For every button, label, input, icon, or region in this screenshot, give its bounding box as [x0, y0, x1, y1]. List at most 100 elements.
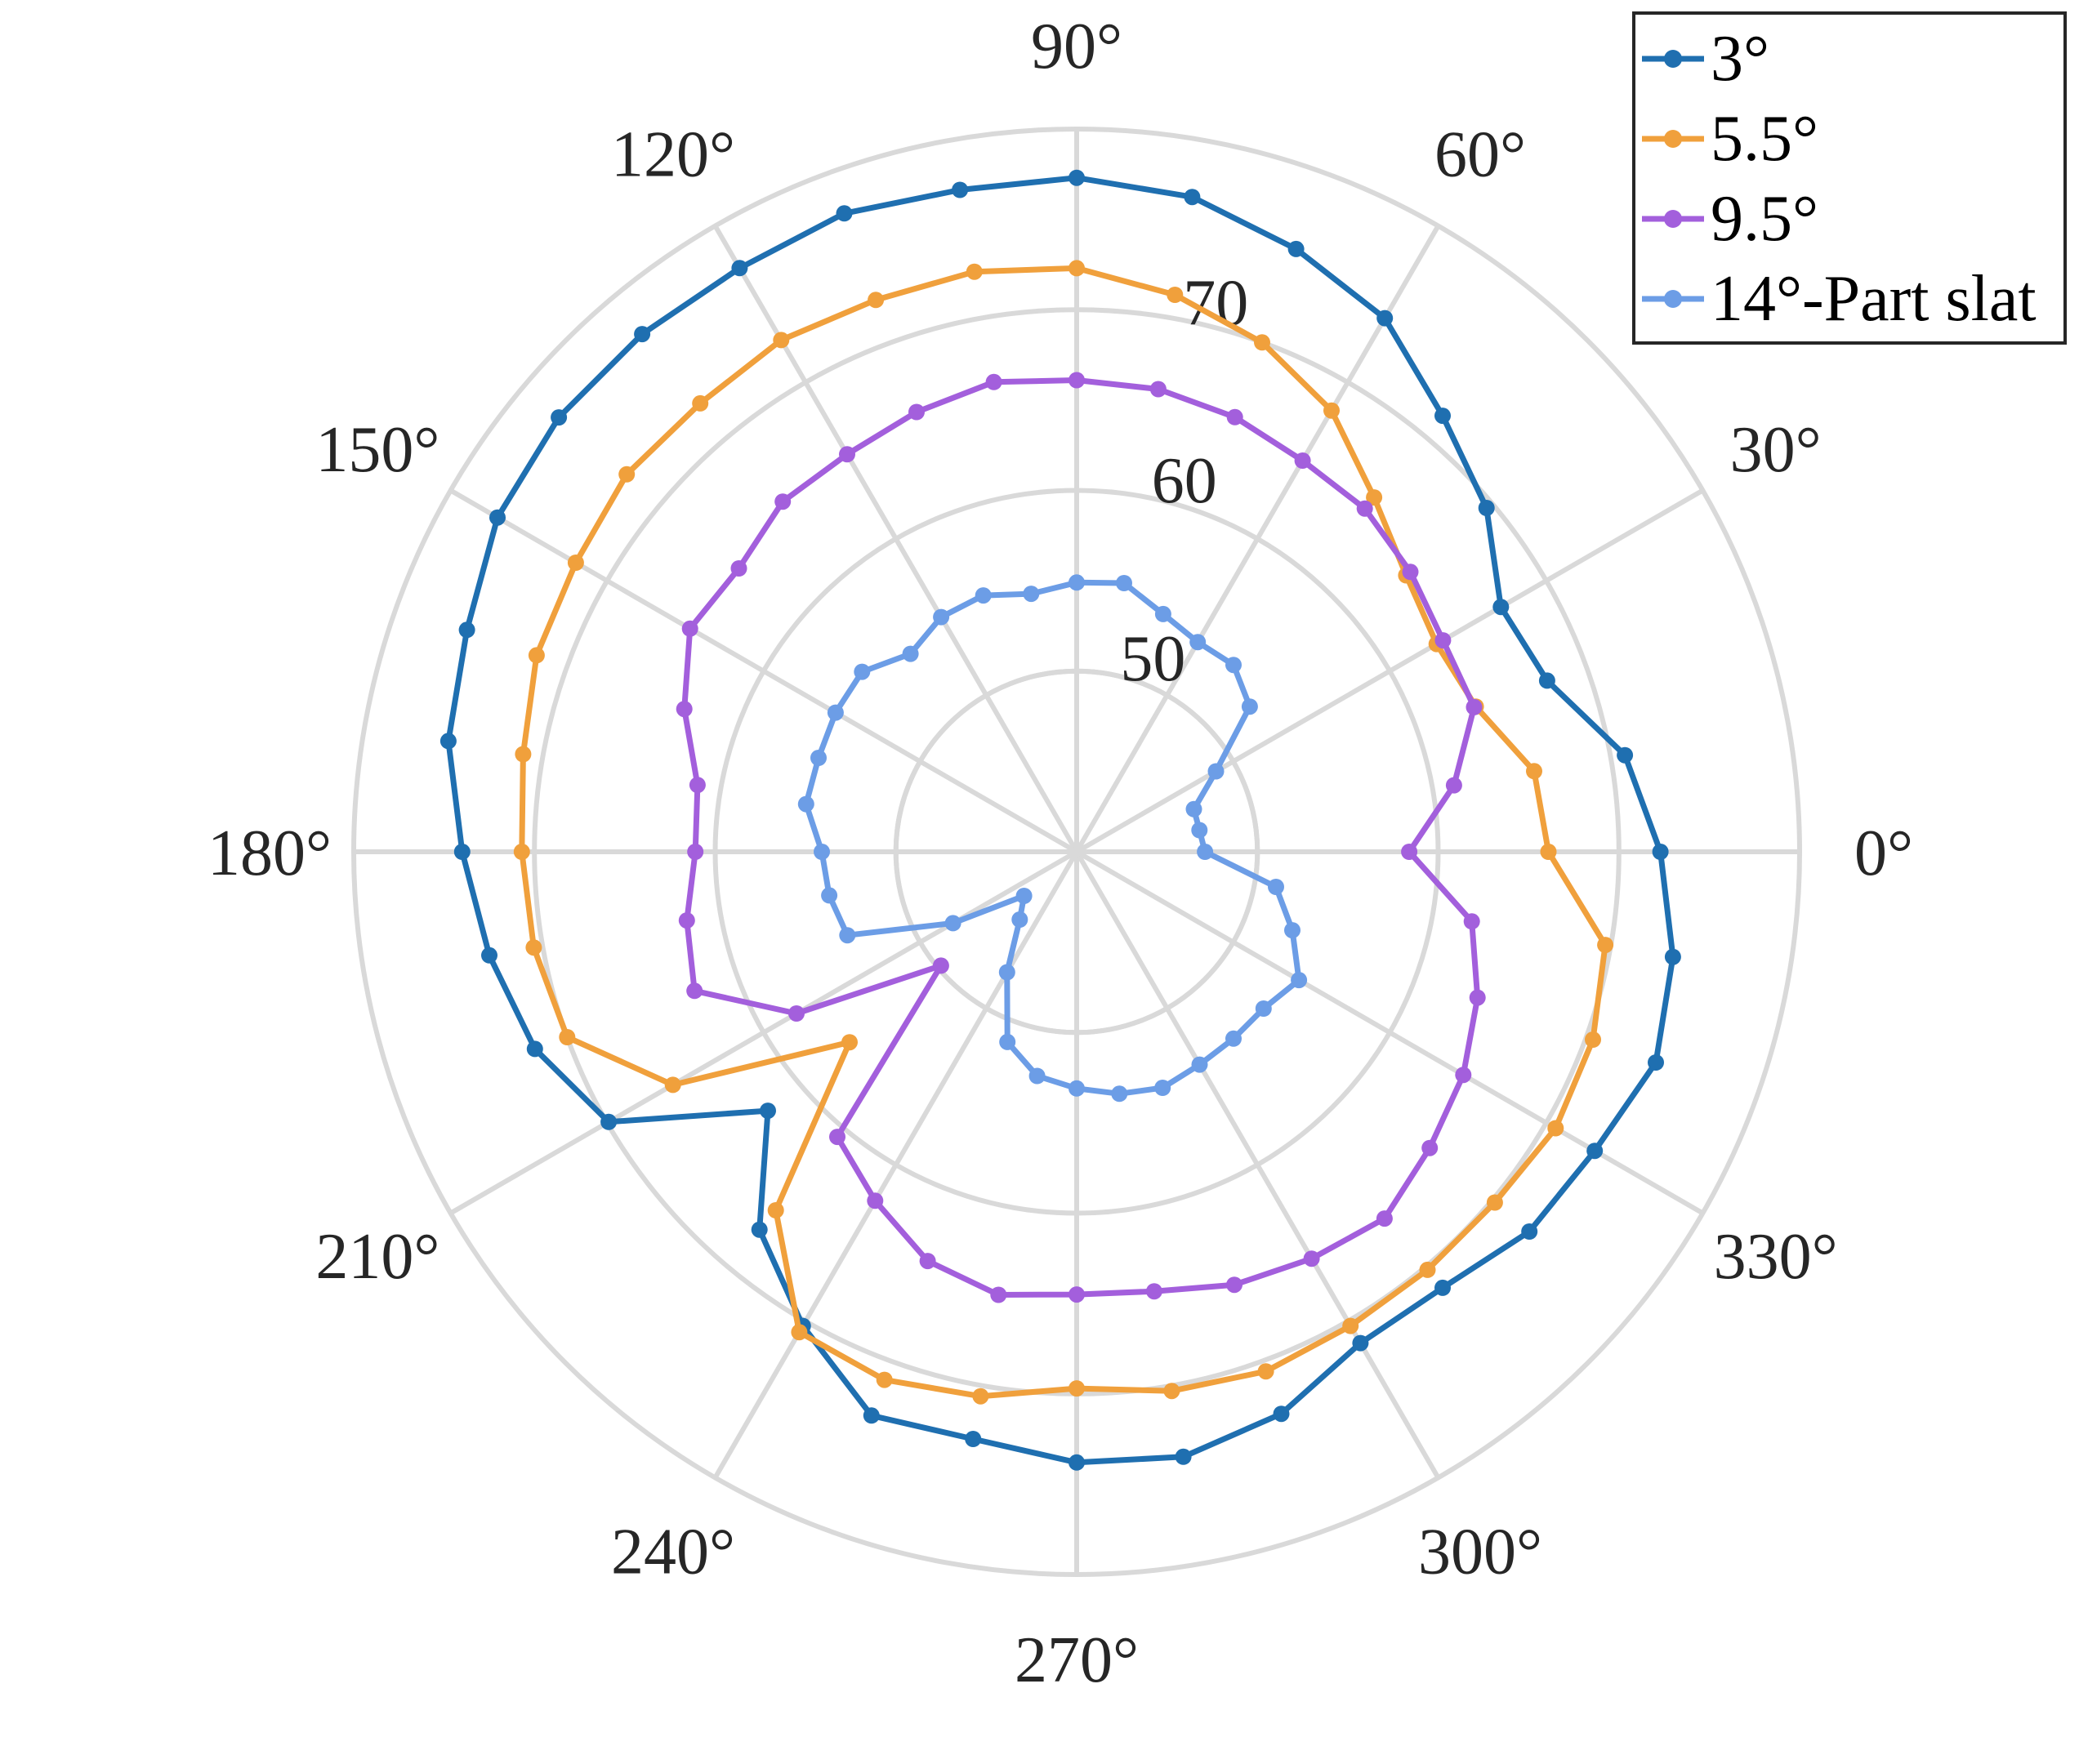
series-group-0: [439, 169, 1681, 1471]
data-point: [1492, 599, 1510, 616]
legend-label: 14°-Part slat: [1711, 263, 2037, 335]
data-point: [513, 844, 530, 860]
data-point: [827, 704, 844, 721]
data-point: [1226, 1276, 1242, 1294]
data-point: [559, 1029, 576, 1045]
data-point: [489, 509, 506, 526]
data-point: [453, 844, 471, 860]
data-point: [1402, 564, 1419, 581]
data-point: [1585, 1031, 1601, 1048]
angle-tick-label: 30°: [1730, 414, 1822, 486]
data-point: [999, 1033, 1016, 1050]
data-point: [525, 939, 542, 956]
data-point: [1342, 1317, 1359, 1334]
legend-swatch-marker: [1664, 210, 1682, 228]
series-line: [681, 377, 1481, 1298]
data-point: [836, 205, 853, 222]
data-point: [1167, 287, 1184, 303]
data-point: [526, 1040, 543, 1058]
data-point: [952, 181, 969, 198]
data-point: [1191, 822, 1208, 839]
legend-swatch-marker: [1664, 50, 1682, 68]
grid-spoke-60: [1074, 225, 1441, 853]
data-point: [1294, 452, 1311, 469]
data-point: [618, 466, 636, 483]
data-point: [1149, 381, 1167, 398]
data-point: [1366, 489, 1383, 506]
legend-label: 9.5°: [1711, 183, 1818, 255]
data-point: [1185, 800, 1202, 817]
data-point: [998, 964, 1015, 981]
data-point: [1648, 1054, 1664, 1071]
data-point: [1255, 1000, 1272, 1017]
grid-spoke-30: [1075, 488, 1704, 854]
data-point: [1376, 310, 1394, 327]
data-point: [829, 1129, 845, 1146]
data-point: [1011, 911, 1028, 928]
data-point: [689, 777, 706, 794]
series-layer: [439, 169, 1681, 1471]
data-point: [1463, 913, 1480, 930]
series-group-3: [797, 574, 1308, 1102]
angle-tick-label: 90°: [1031, 11, 1122, 82]
angle-tick-label: 210°: [315, 1221, 439, 1293]
angle-tick-label: 120°: [611, 118, 735, 190]
radial-tick-label: 60: [1152, 445, 1217, 517]
data-point: [481, 947, 497, 964]
grid-spoke-300: [1074, 850, 1441, 1479]
data-point: [676, 701, 693, 718]
data-point: [1184, 189, 1201, 206]
data-point: [972, 1388, 989, 1405]
data-point: [760, 1102, 776, 1120]
legend-label: 3°: [1711, 23, 1769, 95]
data-point: [1068, 1286, 1085, 1303]
data-point: [1163, 1383, 1180, 1400]
data-point: [1421, 1139, 1439, 1156]
data-point: [1401, 844, 1418, 860]
data-point: [687, 844, 704, 860]
series-group-2: [676, 372, 1486, 1303]
data-point: [767, 1202, 784, 1218]
data-point: [854, 663, 871, 680]
data-point: [990, 1286, 1007, 1303]
angle-tick-label: 270°: [1015, 1624, 1139, 1696]
data-point: [1015, 888, 1033, 904]
data-point: [1323, 402, 1340, 419]
data-point: [528, 647, 545, 664]
data-point: [773, 332, 790, 349]
data-point: [458, 621, 475, 639]
data-point: [1376, 1210, 1393, 1227]
angle-tick-label: 180°: [207, 817, 332, 889]
legend-swatch: [1642, 50, 1704, 68]
data-point: [1273, 1405, 1290, 1423]
data-point: [1356, 500, 1373, 517]
data-point: [1068, 1454, 1085, 1471]
data-point: [876, 1371, 893, 1388]
data-point: [839, 446, 855, 463]
legend-item: 3°: [1635, 20, 2063, 98]
data-point: [1068, 169, 1085, 186]
data-point: [1291, 972, 1308, 989]
legend-swatch: [1642, 130, 1704, 148]
data-point: [551, 409, 568, 426]
data-point: [1521, 1223, 1538, 1240]
data-point: [965, 1431, 982, 1447]
data-point: [821, 887, 838, 904]
series-group-1: [513, 260, 1614, 1405]
data-point: [1419, 1261, 1436, 1278]
data-point: [791, 1324, 808, 1341]
data-point: [1191, 1056, 1208, 1073]
grid-spoke-330: [1075, 849, 1704, 1216]
data-point: [902, 645, 919, 662]
data-point: [1145, 1283, 1162, 1300]
grid-spoke-210: [449, 849, 1078, 1216]
data-point: [515, 746, 532, 763]
data-point: [1116, 575, 1132, 591]
data-point: [1068, 1080, 1085, 1097]
data-point: [1540, 844, 1557, 860]
angle-tick-label: 60°: [1434, 118, 1526, 190]
data-point: [985, 373, 1002, 390]
data-point: [1466, 698, 1483, 715]
